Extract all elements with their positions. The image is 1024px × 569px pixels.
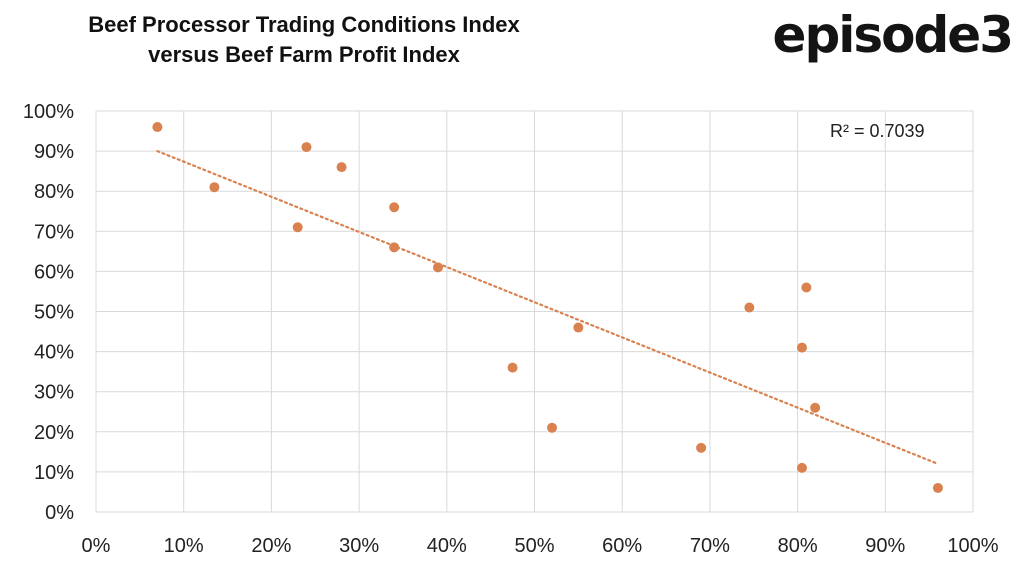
y-tick-label: 40% <box>34 342 74 364</box>
trendline-group <box>156 150 940 465</box>
r-squared-annotation: R² = 0.7039 <box>830 121 925 141</box>
data-point <box>547 422 558 433</box>
data-point <box>389 242 400 253</box>
x-tick-label: 30% <box>339 535 379 557</box>
trendline <box>156 150 940 465</box>
data-point <box>796 462 807 473</box>
data-point <box>573 322 584 333</box>
y-tick-label: 50% <box>34 302 74 324</box>
y-tick-label: 90% <box>34 141 74 163</box>
data-point <box>796 342 807 353</box>
x-tick-label: 0% <box>82 535 111 557</box>
x-tick-label: 50% <box>514 535 554 557</box>
y-tick-label: 70% <box>34 221 74 243</box>
y-axis-ticks: 0% 10% 20% 30% 40% 50% 60% 70% 80% 90% 100% <box>23 101 74 524</box>
data-point <box>389 202 400 213</box>
data-point <box>336 162 347 173</box>
data-point <box>292 222 303 233</box>
x-tick-label: 70% <box>690 535 730 557</box>
data-points <box>152 122 943 493</box>
data-point <box>507 362 518 373</box>
brand-logo: episode3 <box>772 6 1014 64</box>
chart-title-line-1: Beef Processor Trading Conditions Index <box>88 12 520 37</box>
y-tick-label: 60% <box>34 261 74 283</box>
data-point <box>433 262 444 273</box>
data-point <box>810 402 821 413</box>
x-tick-label: 80% <box>778 535 818 557</box>
x-tick-label: 20% <box>251 535 291 557</box>
x-tick-label: 10% <box>164 535 204 557</box>
chart-title: Beef Processor Trading Conditions Index … <box>0 10 608 70</box>
data-point <box>301 142 312 153</box>
y-tick-label: 10% <box>34 462 74 484</box>
y-tick-label: 30% <box>34 382 74 404</box>
x-tick-label: 40% <box>427 535 467 557</box>
y-tick-label: 0% <box>45 502 74 524</box>
y-tick-label: 100% <box>23 101 74 123</box>
data-point <box>932 482 943 493</box>
chart-title-line-2: versus Beef Farm Profit Index <box>148 42 460 67</box>
y-tick-label: 20% <box>34 422 74 444</box>
x-axis-ticks: 0% 10% 20% 30% 40% 50% 60% 70% 80% 90% 100% <box>82 535 999 557</box>
x-tick-label: 60% <box>602 535 642 557</box>
grid-lines <box>95 110 974 513</box>
data-point <box>209 182 220 193</box>
y-tick-label: 80% <box>34 181 74 203</box>
x-tick-label: 90% <box>865 535 905 557</box>
data-point <box>801 282 812 293</box>
data-point <box>744 302 755 313</box>
data-point <box>696 442 707 453</box>
x-tick-label: 100% <box>947 535 998 557</box>
data-point <box>152 122 163 133</box>
